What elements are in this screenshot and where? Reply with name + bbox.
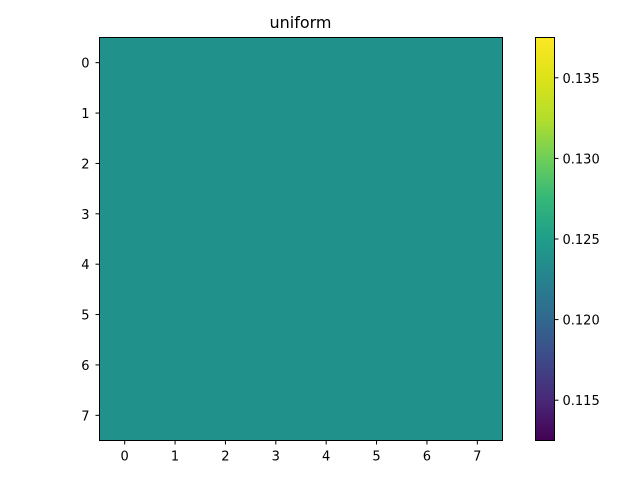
- heatmap-cell: [99, 289, 151, 341]
- heatmap-cell: [149, 390, 201, 441]
- heatmap-cell: [452, 138, 503, 190]
- heatmap-cell: [99, 390, 151, 441]
- y-tick-label: 5: [81, 309, 89, 324]
- heatmap-cell: [200, 289, 252, 341]
- x-tick-label: 1: [171, 450, 179, 465]
- heatmap-cell: [99, 239, 151, 290]
- heatmap-cell: [99, 339, 151, 391]
- x-tick-label: 7: [473, 450, 481, 465]
- heatmap-cell: [401, 339, 453, 391]
- colorbar-tick-label: 0.115: [563, 394, 600, 409]
- chart-title: uniform: [269, 13, 331, 32]
- y-tick-label: 4: [81, 258, 89, 273]
- heatmap-cell: [99, 87, 151, 139]
- heatmap-cell: [149, 339, 201, 391]
- heatmap-cell: [301, 87, 352, 139]
- y-axis: 0 1 2 3 4 5 6 7: [81, 57, 100, 424]
- heatmap-cell: [200, 87, 252, 139]
- heatmap-cell: [351, 188, 403, 240]
- y-tick-label: 6: [81, 359, 89, 374]
- heatmap-cells: [99, 37, 503, 441]
- heatmap-cell: [99, 37, 151, 89]
- heatmap-cell: [250, 37, 302, 89]
- heatmap-cell: [301, 390, 352, 441]
- heatmap-cell: [452, 339, 503, 391]
- x-tick-label: 0: [121, 450, 129, 465]
- heatmap-cell: [452, 37, 503, 89]
- heatmap-cell: [99, 188, 151, 240]
- heatmap-cell: [200, 339, 252, 391]
- heatmap-cell: [351, 289, 403, 341]
- heatmap-cell: [250, 339, 302, 391]
- heatmap-cell: [351, 390, 403, 441]
- heatmap-cell: [200, 37, 252, 89]
- heatmap-cell: [401, 138, 453, 190]
- heatmap-cell: [401, 37, 453, 89]
- heatmap-cell: [401, 87, 453, 139]
- heatmap-cell: [200, 138, 252, 190]
- heatmap-cell: [149, 188, 201, 240]
- heatmap-cell: [149, 239, 201, 290]
- heatmap-cell: [149, 87, 201, 139]
- heatmap-cell: [301, 37, 352, 89]
- heatmap-cell: [250, 289, 302, 341]
- heatmap-cell: [200, 239, 252, 290]
- x-tick-label: 3: [272, 450, 280, 465]
- heatmap-cell: [200, 390, 252, 441]
- heatmap-cell: [452, 87, 503, 139]
- heatmap-cell: [401, 390, 453, 441]
- y-tick-label: 3: [81, 208, 89, 223]
- colorbar-tick-label: 0.135: [563, 72, 600, 87]
- heatmap-cell: [401, 289, 453, 341]
- heatmap-cell: [301, 289, 352, 341]
- heatmap-cell: [250, 390, 302, 441]
- heatmap-cell: [301, 138, 352, 190]
- heatmap-cell: [401, 188, 453, 240]
- y-tick-label: 1: [81, 107, 89, 122]
- x-tick-label: 5: [372, 450, 380, 465]
- heatmap-cell: [149, 289, 201, 341]
- colorbar-axis: 0.115 0.120 0.125 0.130 0.135: [554, 72, 600, 409]
- colorbar-tick-label: 0.130: [563, 152, 600, 167]
- heatmap-cell: [149, 37, 201, 89]
- heatmap-cell: [99, 138, 151, 190]
- heatmap-cell: [301, 339, 352, 391]
- heatmap-cell: [452, 390, 503, 441]
- heatmap-cell: [351, 37, 403, 89]
- heatmap-cell: [250, 188, 302, 240]
- colorbar-tick-label: 0.120: [563, 314, 600, 329]
- heatmap-cell: [351, 239, 403, 290]
- x-axis: 0 1 2 3 4 5 6 7: [121, 440, 481, 465]
- plot-frame: [99, 37, 503, 441]
- heatmap-cell: [200, 188, 252, 240]
- heatmap-cell: [452, 188, 503, 240]
- x-tick-label: 4: [322, 450, 330, 465]
- x-tick-label: 6: [423, 450, 431, 465]
- y-tick-label: 2: [81, 157, 89, 172]
- heatmap-cell: [250, 87, 302, 139]
- x-tick-label: 2: [221, 450, 229, 465]
- heatmap-cell: [301, 188, 352, 240]
- heatmap-cell: [452, 289, 503, 341]
- heatmap-cell: [250, 138, 302, 190]
- y-tick-label: 7: [81, 409, 89, 424]
- heatmap-cell: [401, 239, 453, 290]
- y-tick-label: 0: [81, 57, 89, 72]
- heatmap-cell: [452, 239, 503, 290]
- heatmap-cell: [149, 138, 201, 190]
- heatmap-cell: [351, 87, 403, 139]
- colorbar-tick-label: 0.125: [563, 233, 600, 248]
- colorbar: [535, 37, 555, 441]
- heatmap-cell: [351, 339, 403, 391]
- heatmap-cell: [301, 239, 352, 290]
- heatmap-cell: [250, 239, 302, 290]
- heatmap-cell: [351, 138, 403, 190]
